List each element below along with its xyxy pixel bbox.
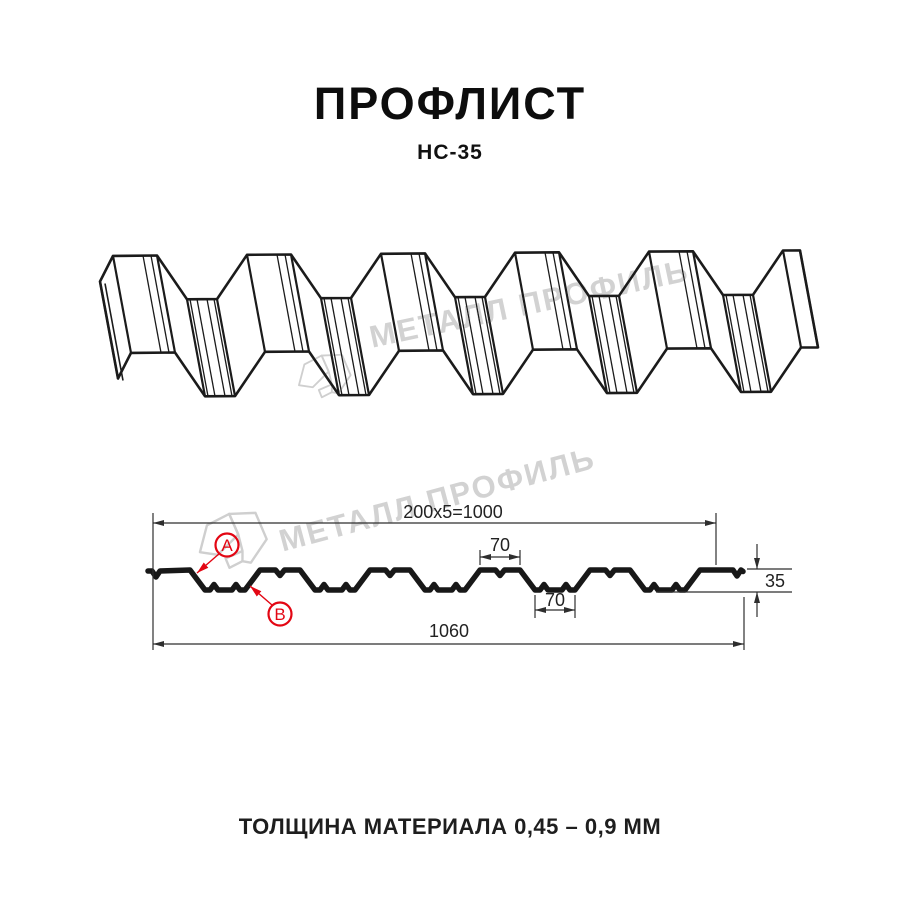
sheet-rib-line <box>284 254 304 352</box>
dim-label-35: 35 <box>765 571 785 591</box>
sheet-bend-line <box>798 250 820 348</box>
profile-cross-section-outline <box>145 567 746 593</box>
sheet-rib-line <box>686 251 706 349</box>
sheet-bend-line <box>721 294 743 393</box>
sheet-bend-line <box>245 254 267 353</box>
sheet-bend-line <box>617 295 639 394</box>
marker-b-circle <box>267 601 293 627</box>
sheet-bend-line <box>98 281 120 379</box>
sheet-bend-line <box>781 250 803 348</box>
sheet-rib-line <box>749 294 769 392</box>
header: ПРОФЛИСТ НС-35 <box>0 78 900 165</box>
sheet-rib-line <box>591 295 611 394</box>
sheet-rib-line <box>196 299 216 397</box>
sheet-rib-line <box>608 295 628 394</box>
dim-label-70-top: 70 <box>490 535 510 555</box>
marker-b-leader <box>249 585 273 606</box>
dimension-labels: 200x5=1000 70 70 35 1060 <box>403 502 785 641</box>
sheet-bend-line <box>155 255 177 353</box>
watermark-text: МЕТАЛЛ ПРОФИЛЬ <box>366 252 693 355</box>
sheet-bend-line <box>289 254 311 352</box>
sheet-edge-line <box>104 283 124 381</box>
sheet-bend-line <box>691 251 713 349</box>
sheet-rib-line <box>213 298 233 397</box>
dim-label-70-bottom: 70 <box>545 590 565 610</box>
sheet-rib-line <box>206 299 226 397</box>
marker-b: B <box>249 585 293 627</box>
sheet-bend-line <box>215 298 237 397</box>
sheet-rib-line <box>189 299 209 397</box>
footer: ТОЛЩИНА МАТЕРИАЛА 0,45 – 0,9 ММ <box>0 814 900 840</box>
sheet-rib-line <box>598 295 618 394</box>
material-thickness-note: ТОЛЩИНА МАТЕРИАЛА 0,45 – 0,9 ММ <box>238 814 662 839</box>
sheet-rib-line <box>725 294 745 393</box>
sheet-bend-line <box>185 299 207 397</box>
sheet-rib-line <box>276 254 296 352</box>
page-subtitle: НС-35 <box>417 141 483 164</box>
metall-profil-logo-icon <box>198 511 268 570</box>
page-title: ПРОФЛИСТ <box>313 78 587 129</box>
sheet-rib-line <box>615 295 635 393</box>
sheet-bend-line <box>751 294 773 392</box>
sheet-bend-line <box>111 255 133 354</box>
metall-profil-logo-icon <box>298 353 352 399</box>
sheet-rib-line <box>150 255 170 353</box>
watermark-text: МЕТАЛЛ ПРОФИЛЬ <box>275 440 600 559</box>
sheet-rib-line <box>142 255 162 353</box>
marker-b-letter: B <box>274 605 285 624</box>
dim-label-1060: 1060 <box>429 621 469 641</box>
sheet-bend-line <box>587 295 609 394</box>
sheet-rib-line <box>742 294 762 392</box>
sheet-rib-line <box>732 294 752 393</box>
